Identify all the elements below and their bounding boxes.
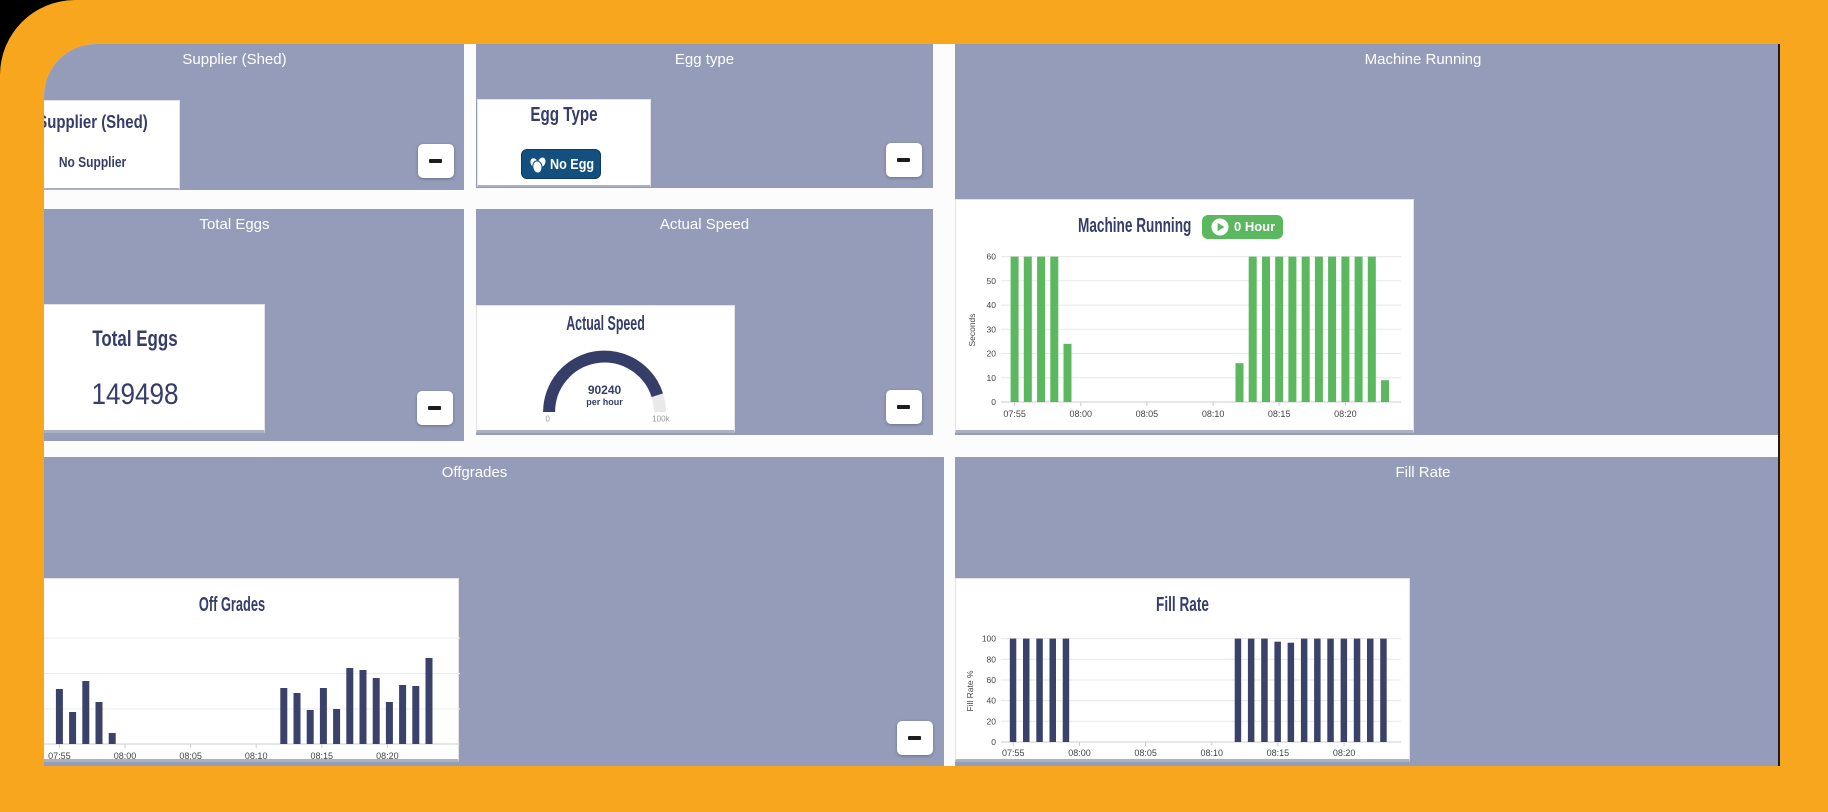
svg-text:08:10: 08:10: [1202, 409, 1225, 419]
svg-text:80: 80: [987, 654, 997, 664]
svg-text:40: 40: [987, 300, 997, 310]
svg-text:08:10: 08:10: [1201, 748, 1224, 758]
svg-text:90240: 90240: [588, 383, 622, 397]
svg-text:08:05: 08:05: [179, 751, 202, 761]
svg-text:Seconds: Seconds: [967, 313, 977, 346]
svg-text:100: 100: [982, 634, 996, 644]
svg-text:08:10: 08:10: [245, 751, 268, 761]
svg-text:10: 10: [987, 373, 997, 383]
svg-text:0: 0: [991, 397, 996, 407]
svg-text:20: 20: [987, 716, 997, 726]
svg-text:Fill Rate %: Fill Rate %: [965, 670, 975, 712]
svg-text:60: 60: [987, 675, 997, 685]
svg-text:08:15: 08:15: [311, 751, 334, 761]
svg-text:08:00: 08:00: [114, 751, 137, 761]
svg-text:0: 0: [545, 415, 550, 424]
svg-text:07:55: 07:55: [1003, 409, 1026, 419]
svg-text:50: 50: [987, 276, 997, 286]
svg-text:40: 40: [987, 696, 997, 706]
svg-text:60: 60: [987, 252, 997, 262]
svg-text:07:55: 07:55: [1002, 748, 1025, 758]
svg-text:08:20: 08:20: [1333, 748, 1356, 758]
svg-text:07:55: 07:55: [48, 751, 71, 761]
svg-text:08:05: 08:05: [1136, 409, 1159, 419]
svg-text:30: 30: [987, 324, 997, 334]
svg-text:08:20: 08:20: [1334, 409, 1357, 419]
svg-text:08:00: 08:00: [1068, 748, 1091, 758]
svg-text:0: 0: [991, 737, 996, 747]
svg-text:per hour: per hour: [586, 397, 623, 407]
svg-text:08:05: 08:05: [1134, 748, 1157, 758]
svg-text:100k: 100k: [652, 415, 670, 424]
svg-text:08:20: 08:20: [376, 751, 399, 761]
svg-text:08:15: 08:15: [1268, 409, 1291, 419]
svg-text:08:00: 08:00: [1070, 409, 1093, 419]
svg-text:20: 20: [987, 349, 997, 359]
svg-text:08:15: 08:15: [1267, 748, 1290, 758]
